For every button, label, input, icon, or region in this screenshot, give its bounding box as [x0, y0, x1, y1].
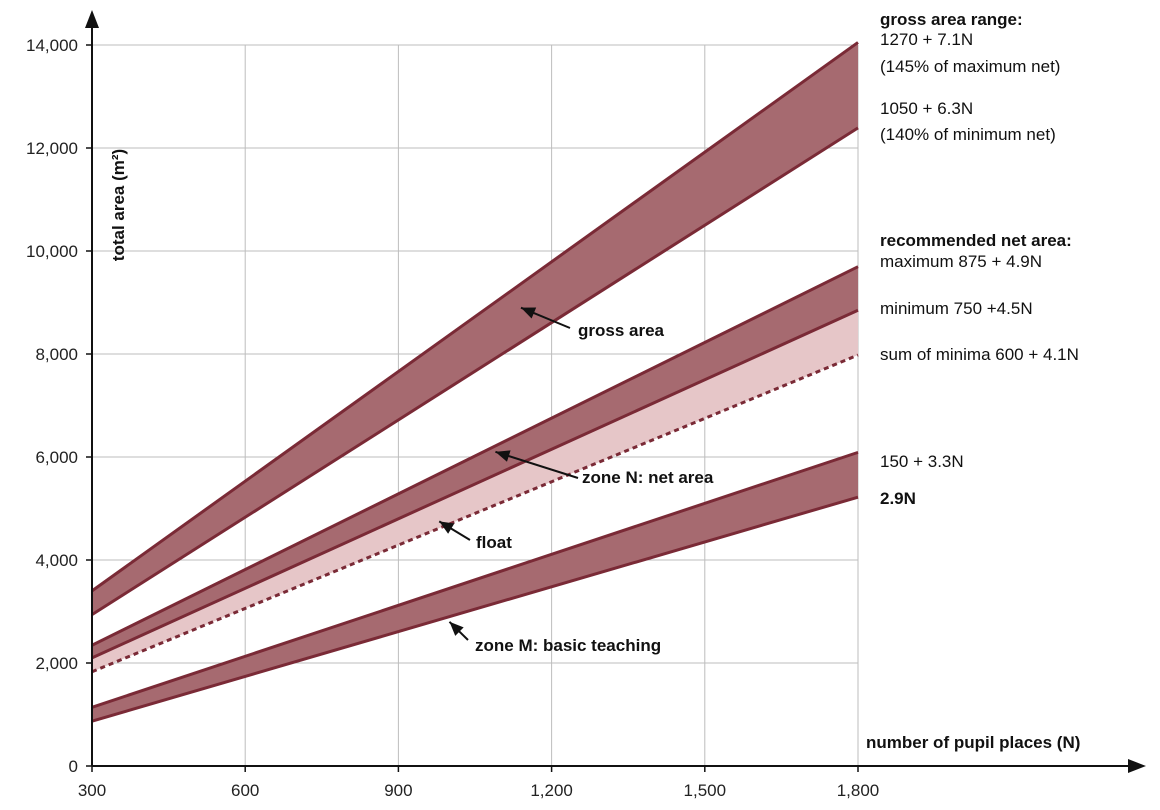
- y-axis-label: total area (m²): [109, 149, 128, 261]
- label-net-heading: recommended net area:: [880, 231, 1072, 250]
- annotation-arrowhead-1: [495, 450, 511, 462]
- series-lines: [91, 41, 859, 723]
- annotation-arrow-1: [495, 450, 579, 479]
- axes: [85, 10, 1146, 773]
- y-tick-label-6000: 6,000: [35, 448, 78, 467]
- series-line-gross_max: [91, 41, 859, 593]
- series-line-zone_m_min: [91, 495, 859, 723]
- x-tick-label-300: 300: [78, 781, 106, 800]
- y-tick-label-14000: 14,000: [26, 36, 78, 55]
- y-tick-label-4000: 4,000: [35, 551, 78, 570]
- annotation-arrowhead-0: [520, 307, 537, 319]
- label-gross-min-formula: 1050 + 6.3N: [880, 99, 973, 118]
- band-2: [92, 310, 858, 672]
- band-0: [92, 42, 858, 615]
- x-tick-label-1200: 1,200: [530, 781, 573, 800]
- annotation-float: float: [476, 533, 512, 552]
- annotation-zone-n: zone N: net area: [582, 468, 714, 487]
- label-gross-min-note: (140% of minimum net): [880, 125, 1056, 144]
- band-3: [92, 452, 858, 722]
- x-tick-label-600: 600: [231, 781, 259, 800]
- label-gross-max-formula: 1270 + 7.1N: [880, 30, 973, 49]
- x-tick-label-900: 900: [384, 781, 412, 800]
- y-tick-label-8000: 8,000: [35, 345, 78, 364]
- x-axis-label: number of pupil places (N): [866, 733, 1080, 752]
- y-tick-label-10000: 10,000: [26, 242, 78, 261]
- band-1: [92, 266, 858, 658]
- label-gross-heading: gross area range:: [880, 10, 1023, 29]
- series-line-net_min: [91, 308, 859, 660]
- series-line-sum_minima: [91, 353, 859, 674]
- annotation-zone-m: zone M: basic teaching: [475, 636, 661, 655]
- series-line-net_max: [91, 265, 859, 647]
- label-gross-max-note: (145% of maximum net): [880, 57, 1060, 76]
- label-zone-m-min: 2.9N: [880, 489, 916, 508]
- series-line-zone_m_max: [91, 450, 859, 709]
- label-zone-m-max: 150 + 3.3N: [880, 452, 964, 471]
- annotation-arrows: [438, 306, 579, 641]
- tick-labels: 300 600 900 1,200 1,500 1,800 0 2,000 4,000 6,000…: [26, 36, 879, 800]
- x-axis-arrowhead: [1128, 759, 1146, 773]
- x-tick-label-1500: 1,500: [684, 781, 727, 800]
- y-tick-label-2000: 2,000: [35, 654, 78, 673]
- label-net-max: maximum 875 + 4.9N: [880, 252, 1042, 271]
- x-tick-label-1800: 1,800: [837, 781, 880, 800]
- y-tick-label-0: 0: [69, 757, 78, 776]
- y-tick-label-12000: 12,000: [26, 139, 78, 158]
- series-line-gross_min: [91, 126, 859, 616]
- annotation-gross-area: gross area: [578, 321, 665, 340]
- annotation-arrowhead-3: [449, 621, 464, 636]
- label-sum-minima: sum of minima 600 + 4.1N: [880, 345, 1079, 364]
- annotation-arrowhead-2: [439, 521, 455, 534]
- y-axis-arrowhead: [85, 10, 99, 28]
- label-net-min: minimum 750 +4.5N: [880, 299, 1033, 318]
- area-bands: [92, 42, 858, 722]
